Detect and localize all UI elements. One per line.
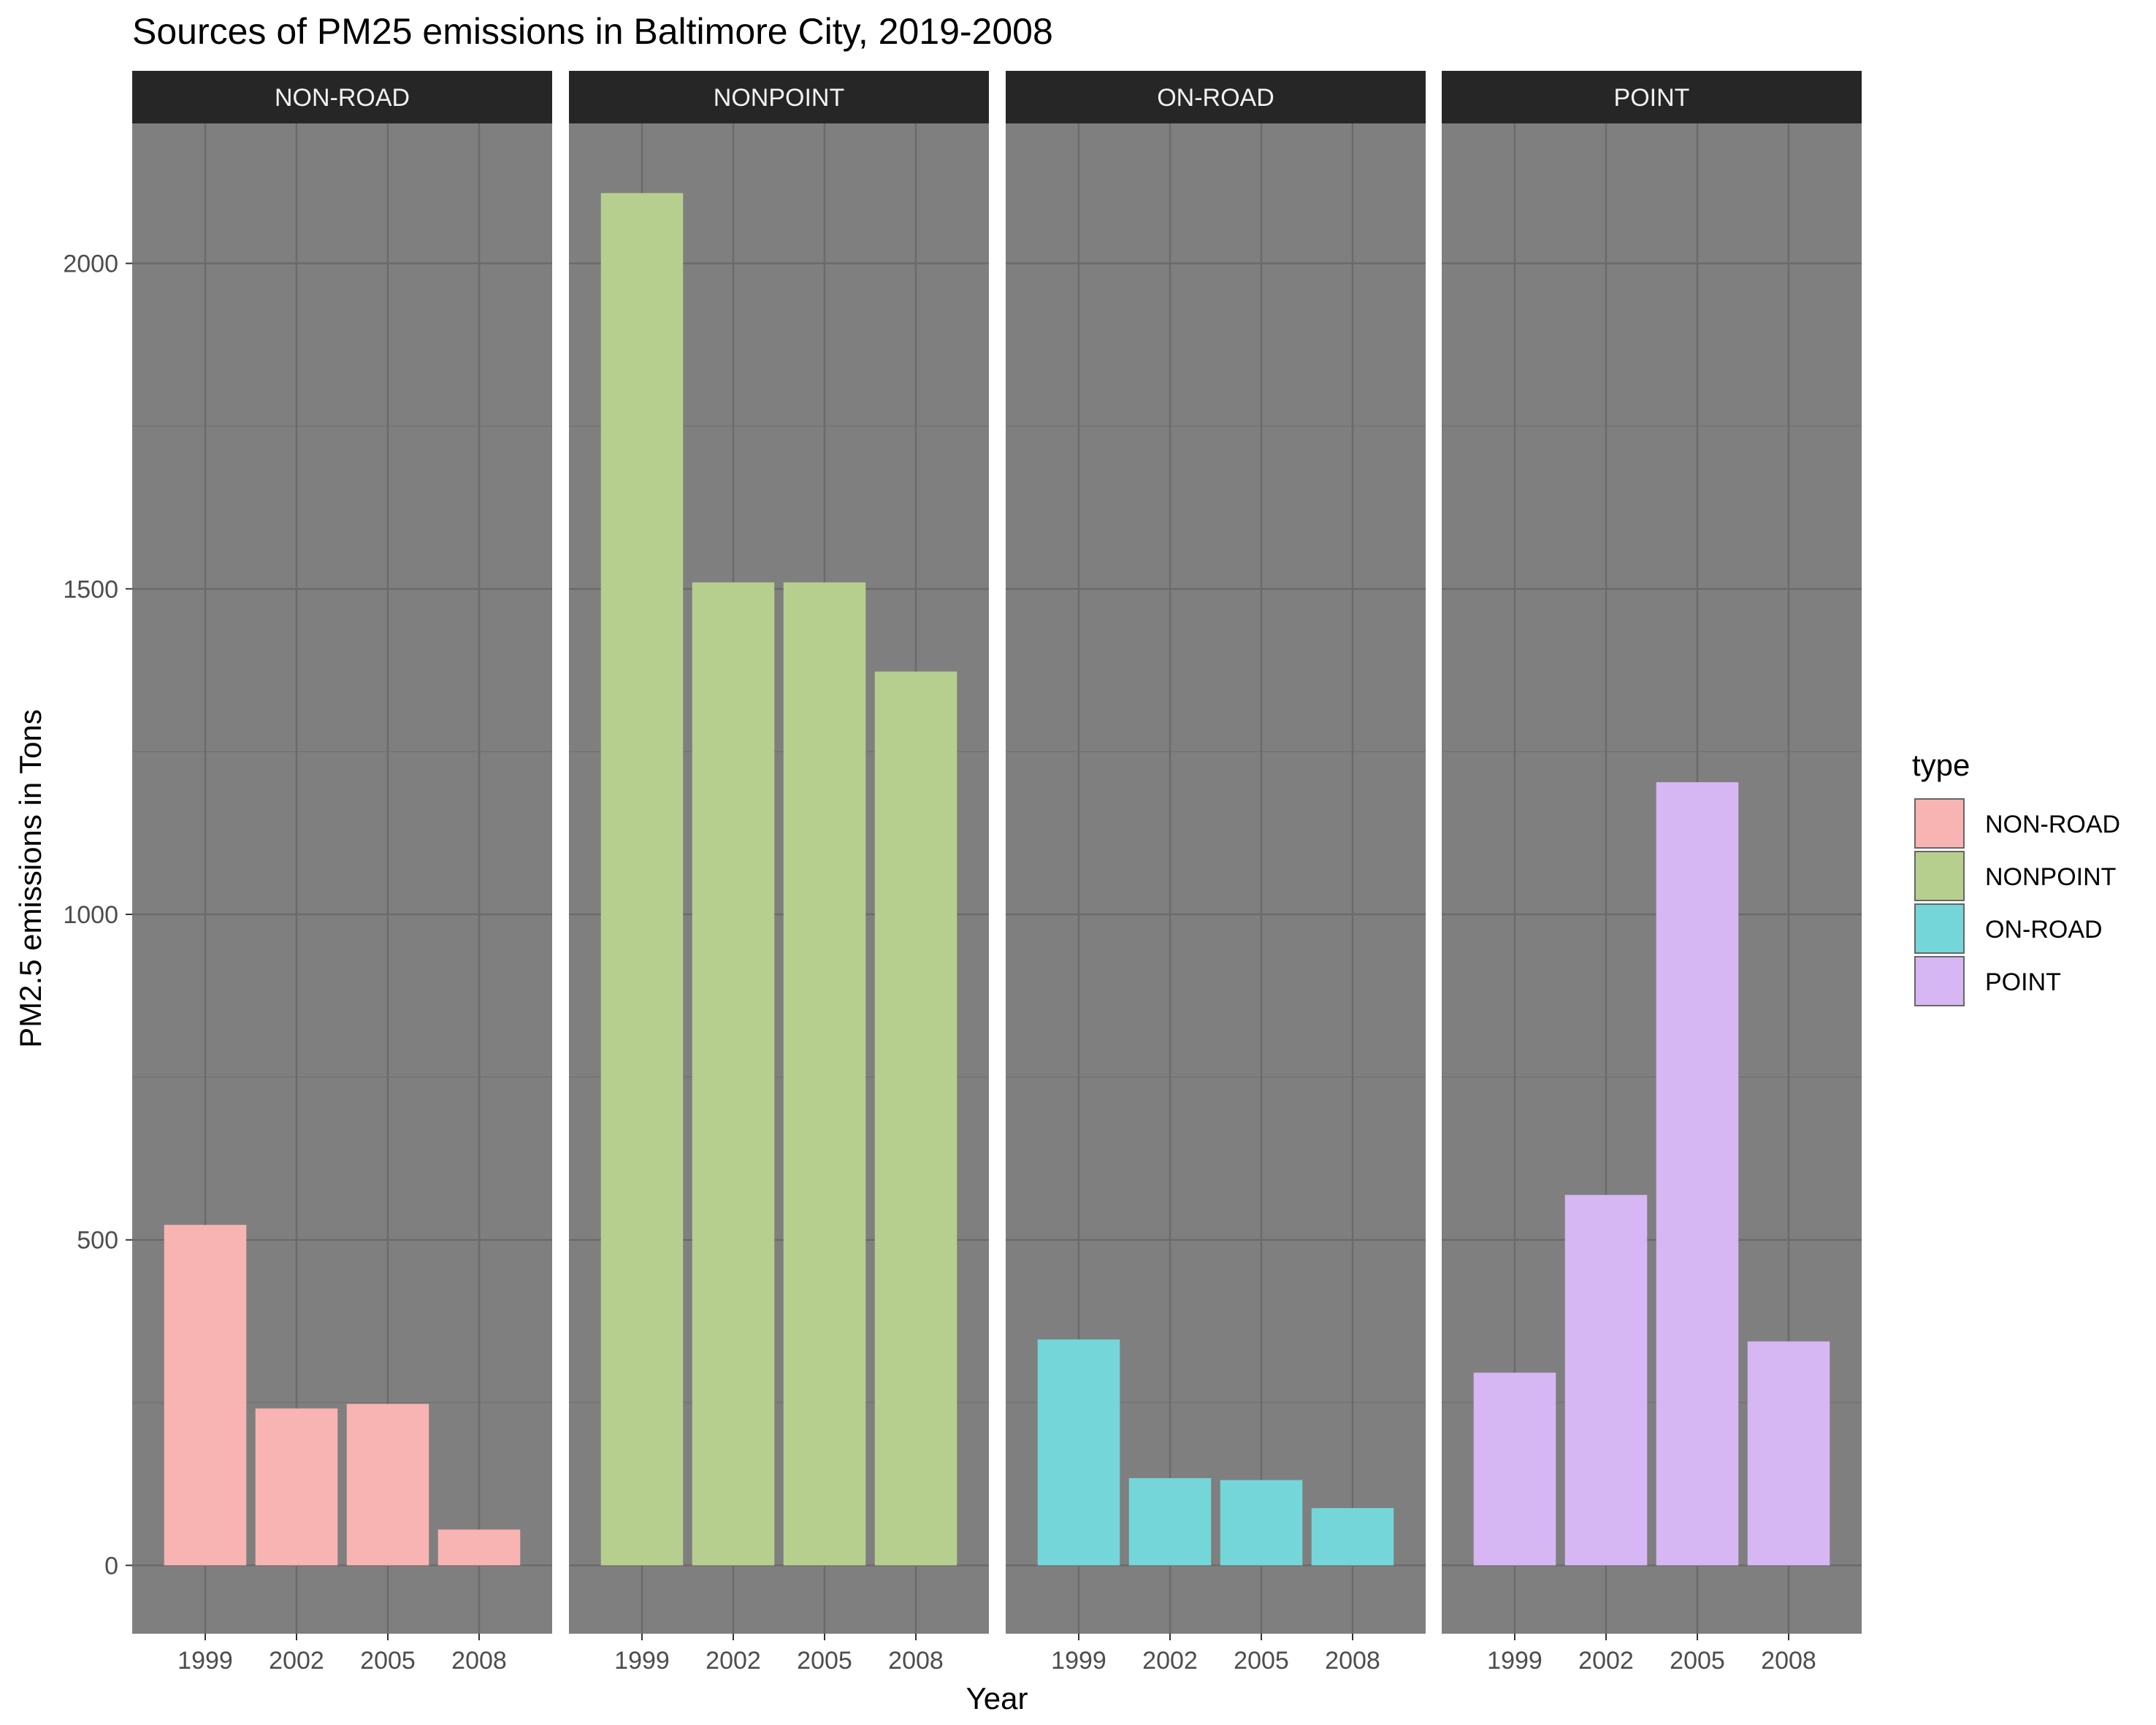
chart-title: Sources of PM25 emissions in Baltimore C… <box>132 11 1053 52</box>
x-tick-label: 1999 <box>1051 1647 1106 1675</box>
facet-panel-non-road: NON-ROAD 1999 2002 2005 2008 <box>132 71 552 1675</box>
x-tick-label: 2005 <box>1670 1647 1725 1675</box>
bar-non-road-2005 <box>346 1404 429 1566</box>
bar-point-1999 <box>1473 1372 1556 1566</box>
legend-key-non-road <box>1914 798 1965 849</box>
bar-point-2008 <box>1747 1341 1830 1566</box>
bar-point-2002 <box>1564 1195 1648 1566</box>
x-tick-label: 1999 <box>1487 1647 1543 1675</box>
x-tick-label: 2005 <box>1234 1647 1289 1675</box>
y-tick-label: 0 <box>104 1552 118 1580</box>
facet-strip <box>1006 71 1426 123</box>
bar-nonpoint-2005 <box>783 582 866 1566</box>
facet-panels: NON-ROAD 1999 2002 2005 2008 NONPOINT 1999 2002… <box>132 71 1862 1675</box>
x-axis-title: Year <box>966 1681 1028 1716</box>
facet-panel-nonpoint: NONPOINT 1999 2002 2005 2008 <box>569 71 989 1675</box>
x-tick-label: 2008 <box>1325 1647 1380 1675</box>
bar-on-road-2002 <box>1128 1477 1212 1566</box>
facet-panel-point: POINT 1999 2002 2005 2008 <box>1442 71 1862 1675</box>
bar-on-road-2005 <box>1220 1480 1303 1566</box>
legend-label: ON-ROAD <box>1985 916 2103 944</box>
legend-label: NONPOINT <box>1985 863 2116 891</box>
x-tick-label: 2005 <box>360 1647 416 1675</box>
legend: type NON-ROAD NONPOINT ON-ROAD POINT <box>1912 748 2120 1006</box>
facet-strip <box>1442 71 1862 123</box>
y-tick-label: 500 <box>77 1227 118 1255</box>
facet-panel-on-road: ON-ROAD 1999 2002 2005 2008 <box>1006 71 1426 1675</box>
bar-on-road-1999 <box>1037 1339 1120 1566</box>
legend-key-on-road <box>1914 903 1965 954</box>
x-tick-label: 2002 <box>1578 1647 1634 1675</box>
bar-non-road-2002 <box>255 1408 338 1566</box>
x-tick-label: 2002 <box>706 1647 761 1675</box>
facet-strip-label: NONPOINT <box>714 84 844 112</box>
legend-title: type <box>1912 748 1970 782</box>
y-tick-label: 1500 <box>63 575 118 603</box>
bar-non-road-2008 <box>437 1529 521 1566</box>
bar-nonpoint-2002 <box>692 582 775 1566</box>
bar-nonpoint-1999 <box>600 193 684 1566</box>
legend-key-point <box>1914 956 1965 1006</box>
bar-nonpoint-2008 <box>874 671 957 1566</box>
facet-strip-label: POINT <box>1614 84 1690 112</box>
bar-non-road-1999 <box>164 1225 247 1566</box>
y-axis-title: PM2.5 emissions in Tons <box>13 709 47 1048</box>
bar-on-road-2008 <box>1311 1507 1394 1566</box>
facet-strip <box>132 71 552 123</box>
facet-strip-label: ON-ROAD <box>1157 84 1274 112</box>
y-axis: 0 500 1000 1500 2000 <box>63 250 132 1580</box>
bar-point-2005 <box>1656 782 1739 1566</box>
legend-key-nonpoint <box>1914 851 1965 901</box>
x-tick-label: 1999 <box>614 1647 670 1675</box>
x-tick-label: 2008 <box>451 1647 507 1675</box>
x-tick-label: 2002 <box>269 1647 324 1675</box>
x-tick-label: 2008 <box>1761 1647 1816 1675</box>
y-tick-label: 2000 <box>63 250 118 278</box>
x-tick-label: 2002 <box>1142 1647 1198 1675</box>
facet-strip-label: NON-ROAD <box>275 84 410 112</box>
legend-label: NON-ROAD <box>1985 811 2120 838</box>
facet-strip <box>569 71 989 123</box>
legend-label: POINT <box>1985 968 2061 996</box>
x-tick-label: 2008 <box>888 1647 944 1675</box>
x-tick-label: 2005 <box>797 1647 852 1675</box>
x-tick-label: 1999 <box>177 1647 233 1675</box>
y-tick-label: 1000 <box>63 901 118 929</box>
